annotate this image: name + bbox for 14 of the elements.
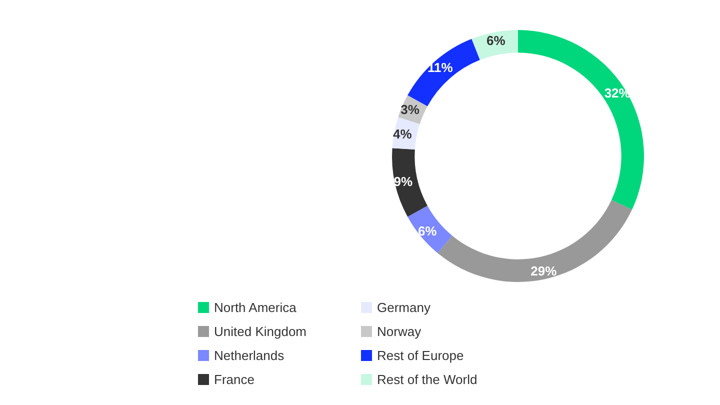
legend-label: Netherlands [214,348,285,363]
legend-label: North America [214,300,298,315]
legend-label: Norway [377,324,422,339]
data-label: 6% [418,224,438,238]
data-label: 6% [486,32,506,48]
legend-label: Germany [377,300,431,315]
data-label: 4% [393,126,412,142]
legend-label: Rest of Europe [377,348,464,363]
data-label: 3% [400,102,420,117]
data-label: 9% [394,174,414,190]
data-label: 29% [530,263,558,278]
legend-label: United Kingdom [214,324,306,339]
legend-label: Rest of the World [377,372,478,387]
legend-label: France [214,372,254,387]
